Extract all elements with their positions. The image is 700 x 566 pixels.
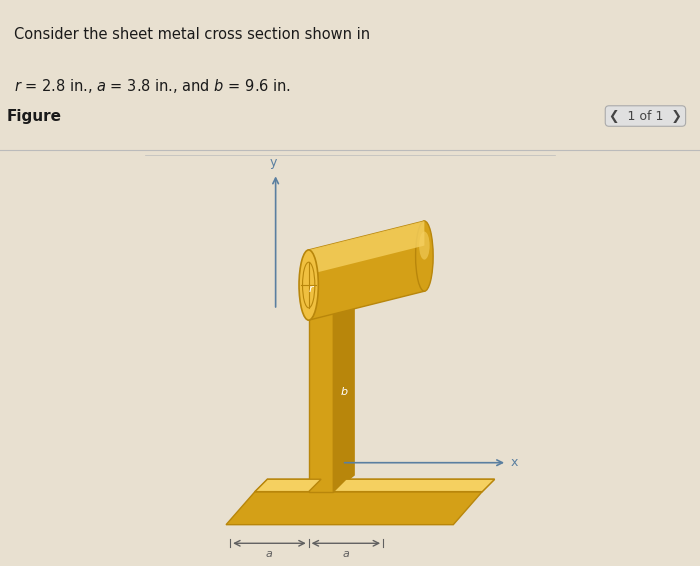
Ellipse shape	[416, 221, 433, 291]
Text: $r$ = 2.8 in., $a$ = 3.8 in., and $b$ = 9.6 in.: $r$ = 2.8 in., $a$ = 3.8 in., and $b$ = …	[13, 77, 290, 95]
Polygon shape	[255, 479, 321, 492]
Polygon shape	[309, 298, 333, 492]
Polygon shape	[333, 479, 495, 492]
Polygon shape	[333, 277, 354, 492]
Polygon shape	[309, 221, 424, 275]
Polygon shape	[255, 479, 495, 492]
Polygon shape	[226, 492, 482, 525]
Text: Figure: Figure	[7, 109, 62, 123]
Text: ❮  1 of 1  ❯: ❮ 1 of 1 ❯	[609, 110, 682, 122]
Polygon shape	[309, 221, 424, 320]
Text: x: x	[511, 456, 519, 469]
Text: Consider the sheet metal cross section shown in: Consider the sheet metal cross section s…	[13, 27, 374, 42]
Text: a: a	[266, 548, 273, 559]
Ellipse shape	[299, 250, 318, 320]
Text: y: y	[270, 156, 277, 169]
Text: a: a	[342, 548, 349, 559]
Text: b: b	[340, 388, 347, 397]
Text: r: r	[309, 284, 313, 294]
Ellipse shape	[419, 231, 430, 260]
